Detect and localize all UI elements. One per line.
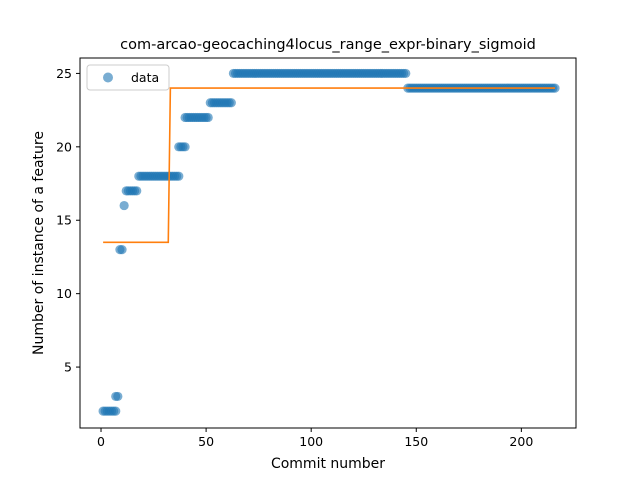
legend-frame [86, 64, 170, 91]
fit-line-layer [103, 87, 555, 244]
y-tick-label: 15 [56, 213, 72, 228]
legend: data [86, 64, 170, 91]
x-axis-title: Commit number [271, 456, 385, 472]
data-point [119, 200, 129, 211]
legend-marker [103, 72, 113, 83]
data-point [180, 142, 190, 152]
x-tick-label: 200 [509, 434, 533, 449]
chart-title: com-arcao-geocaching4locus_range_expr-bi… [120, 37, 536, 53]
data-point [174, 171, 184, 181]
data-point [113, 391, 123, 402]
x-tick-label: 0 [97, 434, 105, 449]
data-point [203, 112, 213, 123]
legend-label: data [131, 70, 159, 85]
x-tick-label: 150 [404, 434, 428, 449]
data-point [117, 245, 127, 255]
data-point [111, 406, 121, 416]
data-point [401, 68, 411, 79]
data-point [226, 98, 236, 108]
y-tick-label: 5 [64, 360, 72, 375]
x-tick-label: 50 [198, 434, 214, 449]
y-tick-label: 10 [56, 286, 72, 301]
plot-area-frame [79, 57, 577, 429]
y-axis-title: Number of instance of a feature [31, 131, 47, 355]
y-tick-label: 25 [56, 66, 72, 81]
y-tick-label: 20 [56, 139, 72, 154]
fit-line [103, 87, 555, 244]
axis-ticks: 0 50 100 150 200 5 10 15 20 25 [56, 66, 533, 449]
data-point [132, 186, 142, 196]
x-tick-label: 100 [299, 434, 323, 449]
